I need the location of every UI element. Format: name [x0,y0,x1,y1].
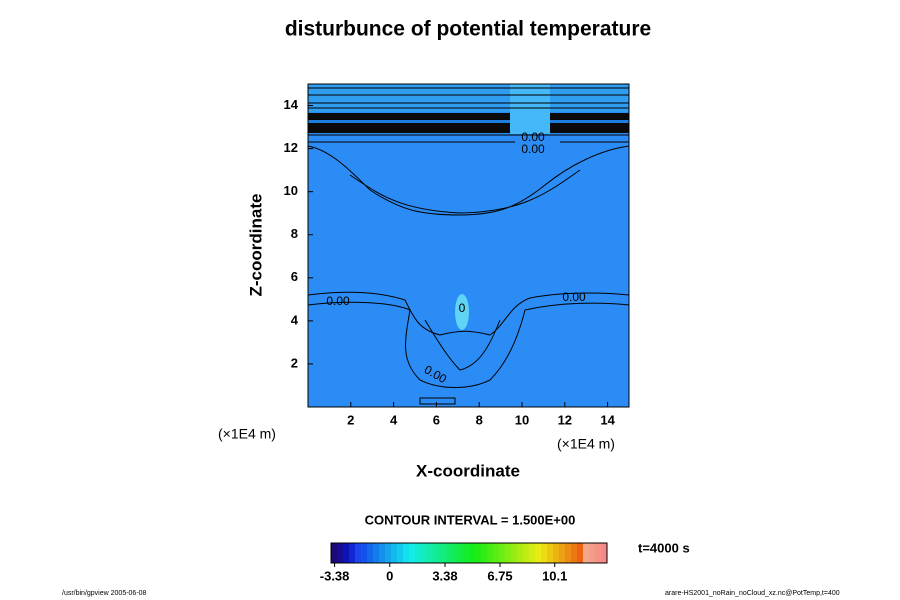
contour [307,145,630,216]
x-label: X-coordinate [416,461,520,480]
colorbar-swatch [349,543,356,563]
contour [308,87,629,143]
colorbar-swatch [427,543,434,563]
field [308,84,629,407]
colorbar-swatch [433,543,440,563]
plot-frame [307,83,630,408]
contour-label: 0.00 [562,290,586,304]
contour-label: 0.00 [521,142,545,156]
colorbar-swatch [589,543,596,563]
y-tick-label: 10 [284,183,298,198]
x-tick-label: 8 [476,412,483,427]
band-stripe [308,120,629,123]
contour [307,291,630,336]
colorbar-swatch [403,543,410,563]
colorbar-tick-label: 10.1 [542,568,567,583]
colorbar-swatch [553,543,560,563]
contour [349,169,581,214]
colorbar-swatch [379,543,386,563]
y-label: Z-coordinate [246,194,265,297]
colorbar-swatch [511,543,518,563]
colorbar [331,543,608,563]
colorbar-swatch [541,543,548,563]
x-tick-label: 4 [390,412,398,427]
colorbar-tick-label: 6.75 [487,568,512,583]
x-tick-label: 14 [600,412,615,427]
y-tick-label: 14 [284,97,299,112]
colorbar-swatch [457,543,464,563]
colorbar-swatch [439,543,446,563]
colorbar-swatch [517,543,524,563]
colorbar-swatch [415,543,422,563]
colorbar-swatch [595,543,602,563]
colorbar-tick-label: 3.38 [432,568,457,583]
x-unit: (×1E4 m) [557,436,615,452]
footer-right: arare-HS2001_noRain_noCloud_xz.nc@PotTem… [665,590,840,597]
time-label: t=4000 s [638,540,690,555]
colorbar-swatch [577,543,584,563]
colorbar-swatch [391,543,398,563]
colorbar-swatch [571,543,578,563]
x-tick-label: 6 [433,412,440,427]
colorbar-swatch [583,543,590,563]
colorbar-swatch [547,543,554,563]
contour-label: 0.00 [326,294,350,308]
colorbar-swatch [535,543,542,563]
x-tick-label: 2 [347,412,354,427]
colorbar-swatch [397,543,404,563]
colorbar-swatch [499,543,506,563]
colorbar-swatch [475,543,482,563]
contour [307,301,630,388]
colorbar-swatch [421,543,428,563]
colorbar-swatch [505,543,512,563]
colorbar-swatch [409,543,416,563]
y-tick-label: 6 [291,269,298,284]
colorbar-swatch [559,543,566,563]
colorbar-swatch [337,543,344,563]
colorbar-swatch [331,543,338,563]
y-tick-label: 2 [291,355,298,370]
colorbar-swatch [361,543,368,563]
footer-left: /usr/bin/gpview 2005-06-08 [62,590,147,597]
bubble [455,294,469,330]
contour-label: 0.00 [521,130,545,144]
colorbar-swatch [385,543,392,563]
colorbar-swatch [565,543,572,563]
colorbar-swatch [481,543,488,563]
y-tick-label: 4 [291,312,299,327]
colorbar-swatch [601,543,608,563]
colorbar-swatch [487,543,494,563]
upper-layer [308,84,629,112]
colorbar-swatch [355,543,362,563]
y-tick-label: 12 [284,140,298,155]
colorbar-swatch [445,543,452,563]
contour-interval: CONTOUR INTERVAL = 1.500E+00 [365,512,576,527]
x-tick-label: 10 [515,412,529,427]
colorbar-swatch [529,543,536,563]
colorbar-swatch [343,543,350,563]
y-unit: (×1E4 m) [218,426,276,442]
jet [510,84,550,134]
plot-field [307,84,630,407]
contour [424,319,501,371]
colorbar-swatch [469,543,476,563]
colorbar-swatch [463,543,470,563]
colorbar-tick-label: -3.38 [320,568,350,583]
y-tick-label: 8 [291,226,298,241]
contour [419,397,456,405]
colorbar-tick-label: 0 [386,568,393,583]
colorbar-swatch [373,543,380,563]
x-tick-label: 12 [558,412,572,427]
contour-label: 0 [459,301,466,315]
colorbar-frame [330,542,608,564]
chart-title: disturbunce of potential temperature [285,18,651,41]
colorbar-swatch [367,543,374,563]
colorbar-swatch [493,543,500,563]
colorbar-swatch [451,543,458,563]
colorbar-swatch [523,543,530,563]
